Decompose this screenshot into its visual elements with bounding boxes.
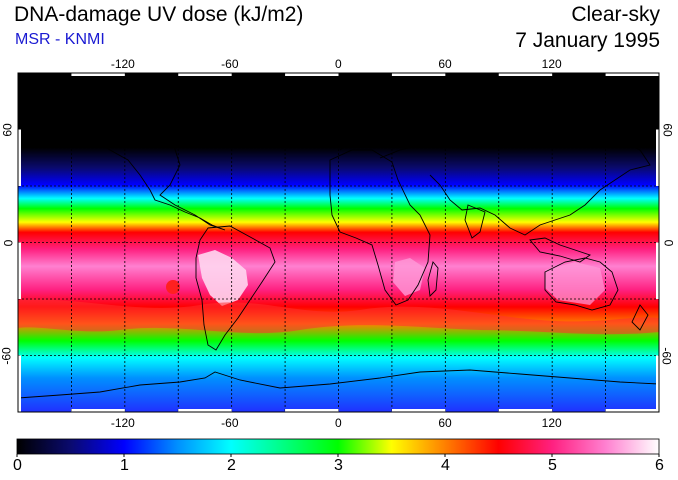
- lon-tick-label: 120: [541, 416, 562, 430]
- graticule: [18, 73, 659, 412]
- colorbar-label: 0: [13, 457, 22, 474]
- coast-india: [464, 204, 486, 239]
- colorbar-label: 3: [334, 457, 343, 474]
- lat-tick-label: 60: [660, 122, 675, 137]
- coast-south-america: [195, 225, 276, 351]
- coast-greenland: [261, 87, 319, 131]
- lon-tick-label: 0: [335, 416, 342, 430]
- colorbar-label: 1: [120, 457, 129, 474]
- border-segment: [656, 242, 659, 299]
- border-segment: [71, 409, 125, 412]
- lon-tick-label: -120: [110, 57, 135, 71]
- border-segment: [285, 409, 339, 412]
- colorbar-ticks: [16, 454, 660, 457]
- lat-tick-label: 60: [0, 122, 15, 137]
- colorbar-label: 6: [655, 457, 664, 474]
- border-segment: [605, 73, 659, 76]
- lat-tick-label: 0: [660, 239, 675, 246]
- colorbar-label: 2: [227, 457, 236, 474]
- lat-tick-label: 0: [0, 239, 15, 246]
- date-label: 7 January 1995: [515, 29, 660, 52]
- border-segment: [18, 129, 21, 186]
- lon-tick-label: 60: [438, 416, 452, 430]
- border-segment: [498, 73, 553, 76]
- border-segment: [498, 409, 553, 412]
- border-segment: [18, 242, 21, 299]
- border-segment: [391, 73, 446, 76]
- lon-tick-label: 0: [335, 57, 342, 71]
- colorbar: [16, 438, 660, 455]
- coastlines: [18, 87, 659, 399]
- colorbar-label: 5: [548, 457, 557, 474]
- coast-antarctica: [18, 369, 659, 399]
- south-america-hotspot: [198, 250, 248, 306]
- pacific-red-spot: [166, 280, 180, 294]
- coast-australia: [544, 257, 619, 311]
- lon-tick-label: -60: [221, 57, 239, 71]
- map-border: [18, 73, 659, 412]
- australia-hotspot: [545, 262, 605, 305]
- border-segment: [178, 73, 232, 76]
- coast-madagascar: [427, 261, 439, 297]
- lon-tick-label: 120: [541, 57, 562, 71]
- border-segment: [656, 129, 659, 186]
- source-label: MSR - KNMI: [15, 31, 105, 48]
- border-segment: [178, 409, 232, 412]
- border-segment: [605, 409, 659, 412]
- coast-new-zealand: [631, 304, 649, 331]
- lon-tick-label: 60: [438, 57, 452, 71]
- coast-africa: [329, 149, 431, 306]
- coast-europe: [339, 124, 431, 159]
- lat-tick-label: -60: [659, 346, 674, 365]
- lon-tick-label: -60: [221, 416, 239, 430]
- lat-tick-label: -60: [0, 346, 14, 365]
- map-title: DNA-damage UV dose (kJ/m2): [14, 3, 304, 26]
- border-segment: [656, 355, 659, 412]
- border-segment: [18, 355, 21, 412]
- border-segment: [391, 409, 446, 412]
- coast-indonesia: [529, 237, 591, 263]
- border-segment: [71, 73, 125, 76]
- coast-asia: [429, 117, 651, 236]
- sky-condition-label: Clear-sky: [571, 3, 660, 26]
- border-segment: [285, 73, 339, 76]
- colorbar-label: 4: [441, 457, 450, 474]
- lon-tick-label: -120: [110, 416, 135, 430]
